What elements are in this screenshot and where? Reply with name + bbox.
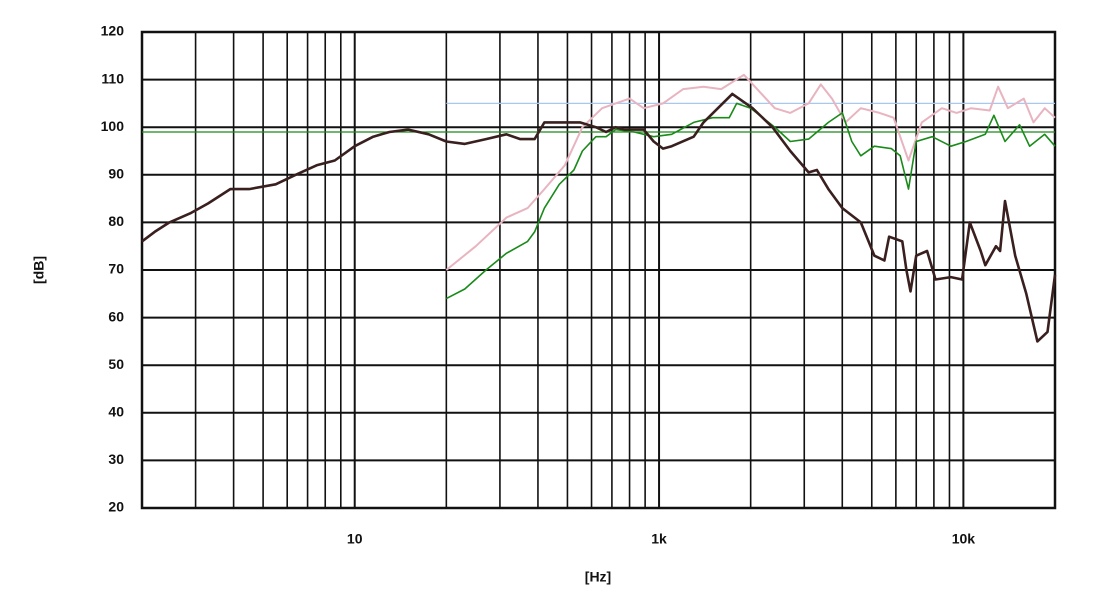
y-tick-label: 70 [108,261,124,277]
series-line [445,102,1056,300]
x-tick-label: 10k [952,531,976,547]
series-line [141,92,1057,343]
y-tick-label: 50 [108,356,124,372]
y-tick-label: 100 [101,118,125,134]
y-tick-label: 90 [108,166,124,182]
x-tick-label: 10 [347,531,363,547]
y-axis-label: [dB] [31,256,47,284]
y-tick-label: 110 [101,70,124,86]
y-tick-label: 80 [108,213,124,229]
y-tick-label: 40 [108,404,124,420]
y-tick-label: 120 [101,23,125,39]
y-tick-label: 60 [108,308,124,324]
x-axis-label: [Hz] [585,569,611,585]
y-tick-label: 20 [108,499,124,515]
y-tick-label: 30 [108,451,124,467]
x-tick-label: 1k [651,531,667,547]
